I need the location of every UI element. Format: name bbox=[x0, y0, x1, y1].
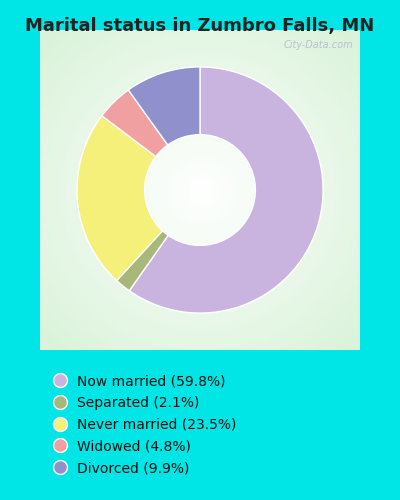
Legend: Now married (59.8%), Separated (2.1%), Never married (23.5%), Widowed (4.8%), Di: Now married (59.8%), Separated (2.1%), N… bbox=[56, 370, 240, 480]
Wedge shape bbox=[102, 90, 168, 156]
Wedge shape bbox=[77, 116, 162, 280]
Wedge shape bbox=[117, 231, 168, 290]
Wedge shape bbox=[128, 67, 200, 145]
Wedge shape bbox=[129, 67, 323, 313]
Text: Marital status in Zumbro Falls, MN: Marital status in Zumbro Falls, MN bbox=[25, 18, 375, 36]
Text: City-Data.com: City-Data.com bbox=[284, 40, 354, 50]
